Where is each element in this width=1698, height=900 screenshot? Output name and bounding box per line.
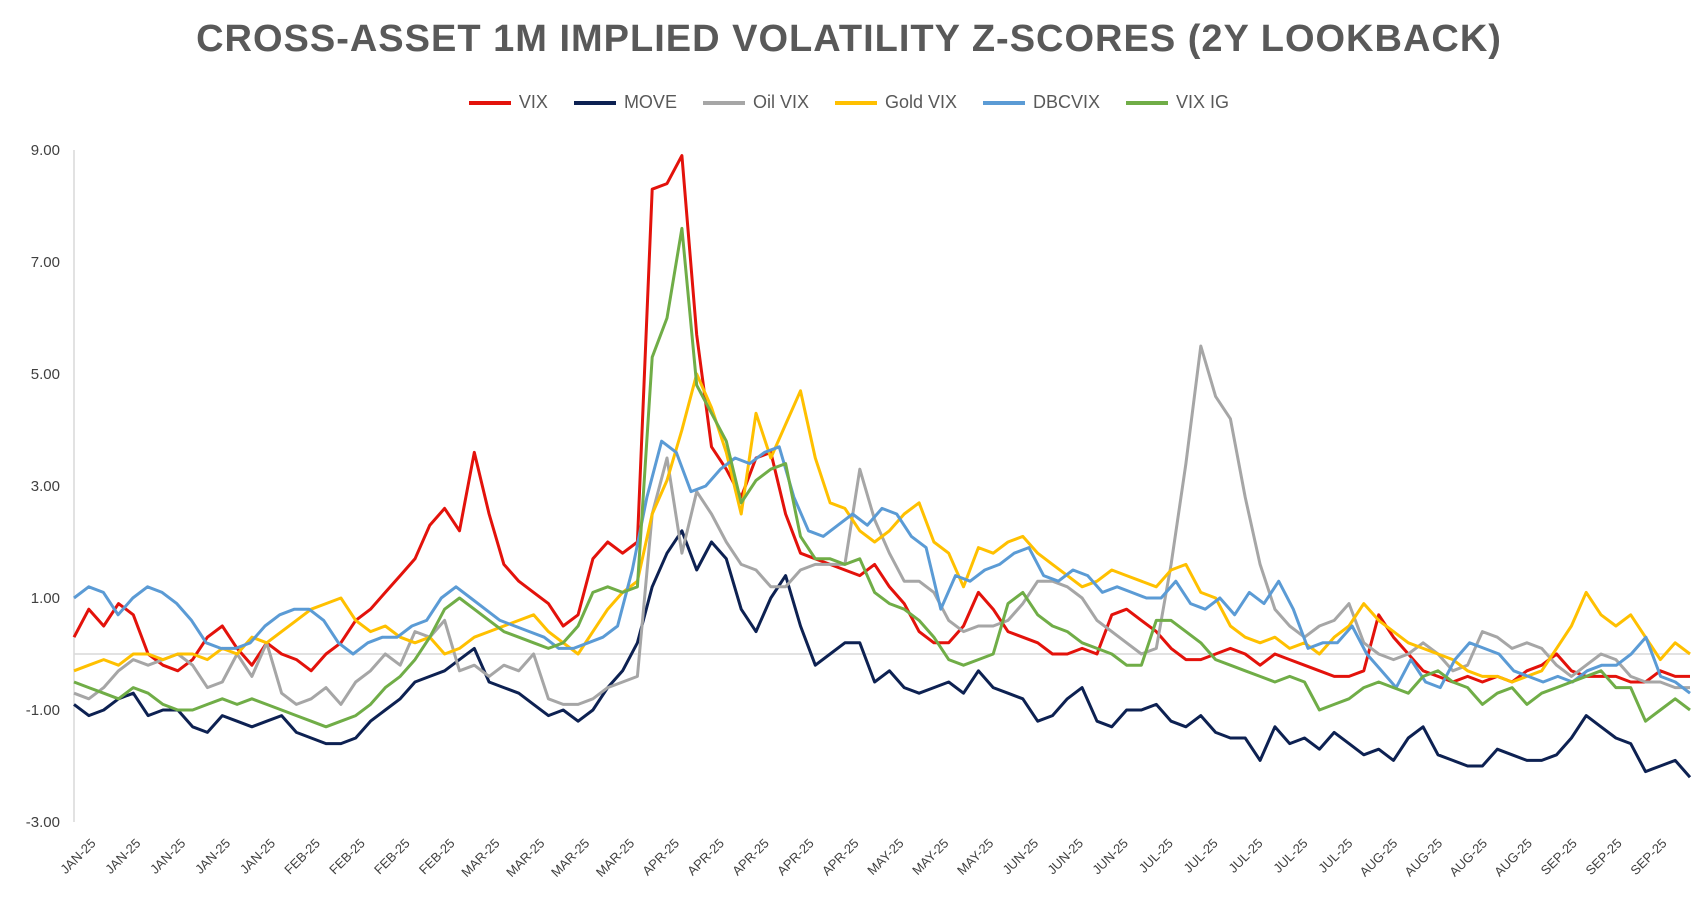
- y-tick-label: 9.00: [31, 142, 60, 159]
- y-tick-label: -3.00: [26, 814, 60, 831]
- x-tick-label: JUL-25: [1315, 836, 1355, 876]
- series-line-move: [73, 529, 1692, 779]
- x-tick-label: MAR-25: [548, 836, 592, 880]
- series-line-gold-vix: [73, 372, 1691, 684]
- legend-swatch: [1126, 100, 1169, 105]
- x-tick-label: FEB-25: [371, 836, 413, 878]
- x-tick-label: FEB-25: [281, 836, 323, 878]
- legend-swatch: [573, 100, 616, 105]
- legend-swatch: [468, 100, 511, 105]
- series-line-vix: [72, 154, 1690, 684]
- series-line-dbcvix: [73, 439, 1691, 695]
- x-tick-label: FEB-25: [326, 836, 368, 878]
- legend-label: VIX IG: [1176, 92, 1230, 112]
- legend-label: VIX: [518, 92, 548, 112]
- x-tick-label: JUL-25: [1270, 836, 1310, 876]
- series-line-vix-ig: [73, 226, 1691, 729]
- x-tick-label: AUG-25: [1401, 836, 1445, 880]
- y-tick-label: -1.00: [26, 702, 60, 719]
- legend-swatch: [834, 100, 877, 105]
- x-tick-label: SEP-25: [1582, 836, 1624, 878]
- legend-label: DBCVIX: [1033, 92, 1101, 112]
- x-tick-label: FEB-25: [416, 836, 458, 878]
- x-tick-label: JAN-25: [57, 836, 98, 877]
- legend-item-vix-ig: VIX IG: [1126, 92, 1229, 113]
- x-tick-label: MAY-25: [954, 836, 996, 878]
- legend-label: Oil VIX: [752, 92, 809, 112]
- x-tick-label: JAN-25: [147, 836, 188, 877]
- legend-item-dbcvix: DBCVIX: [983, 92, 1100, 113]
- legend-swatch: [702, 100, 745, 105]
- legend-label: MOVE: [623, 92, 677, 112]
- chart-title: CROSS-ASSET 1M IMPLIED VOLATILITY Z-SCOR…: [196, 18, 1502, 60]
- x-tick-label: APR-25: [819, 836, 862, 879]
- x-tick-label: SEP-25: [1538, 836, 1580, 878]
- x-tick-label: JAN-25: [102, 836, 143, 877]
- x-tick-label: JAN-25: [237, 836, 278, 877]
- x-tick-label: MAR-25: [503, 836, 547, 880]
- x-tick-label: MAR-25: [458, 836, 502, 880]
- x-tick-label: AUG-25: [1446, 836, 1490, 880]
- x-tick-label: APR-25: [729, 836, 772, 879]
- y-tick-label: 3.00: [31, 478, 60, 495]
- x-tick-label: APR-25: [774, 836, 817, 879]
- x-tick-label: MAR-25: [593, 836, 637, 880]
- x-tick-label: JUL-25: [1181, 836, 1221, 876]
- legend-item-vix: VIX: [468, 92, 548, 113]
- x-tick-label: APR-25: [684, 836, 727, 879]
- x-tick-label: JUL-25: [1136, 836, 1176, 876]
- y-tick-label: 7.00: [31, 254, 60, 271]
- x-tick-label: JUN-25: [1089, 836, 1131, 878]
- legend-item-move: MOVE: [573, 92, 677, 113]
- x-tick-label: JAN-25: [192, 836, 233, 877]
- x-tick-label: MAY-25: [909, 836, 951, 878]
- x-tick-label: APR-25: [639, 836, 682, 879]
- x-tick-label: AUG-25: [1357, 836, 1401, 880]
- legend-swatch: [983, 100, 1026, 105]
- legend-item-oil-vix: Oil VIX: [702, 92, 809, 113]
- x-tick-label: JUN-25: [1044, 836, 1086, 878]
- legend-item-gold-vix: Gold VIX: [834, 92, 958, 113]
- x-tick-label: SEP-25: [1627, 836, 1669, 878]
- y-tick-label: 5.00: [31, 366, 60, 383]
- x-tick-label: MAY-25: [864, 836, 906, 878]
- x-tick-label: AUG-25: [1491, 836, 1535, 880]
- y-tick-label: 1.00: [31, 590, 60, 607]
- x-tick-label: JUN-25: [999, 836, 1041, 878]
- x-tick-label: JUL-25: [1225, 836, 1265, 876]
- legend: VIX MOVE Oil VIX Gold VIX DBCVIX VIX IG: [0, 92, 1698, 113]
- series-line-oil-vix: [73, 344, 1690, 706]
- legend-label: Gold VIX: [884, 92, 958, 112]
